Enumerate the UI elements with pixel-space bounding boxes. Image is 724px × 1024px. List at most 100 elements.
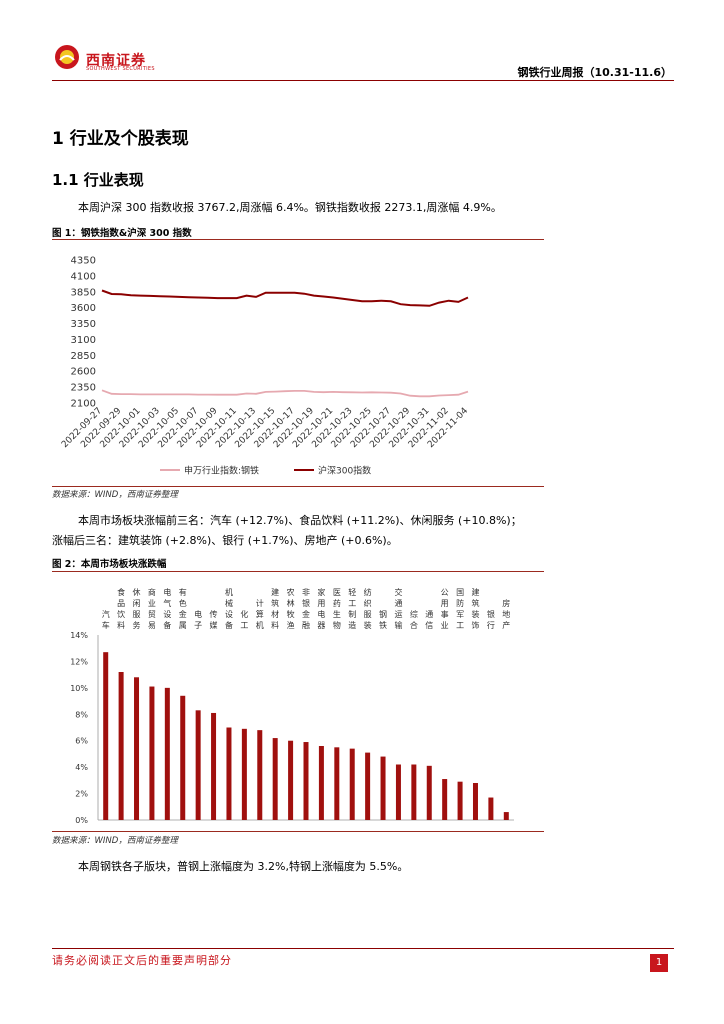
company-logo-icon	[55, 45, 79, 69]
index-line-chart: 2100 2350 2600 2850 3100 3350 3600 3850 4100 4350…	[60, 256, 470, 477]
bar	[241, 728, 247, 820]
y-tick-label: 2350	[71, 383, 96, 394]
category-label: 休闲服务	[133, 587, 141, 630]
bar	[395, 764, 401, 820]
bar	[164, 687, 170, 820]
y-tick-label: 3850	[71, 287, 96, 298]
bar	[457, 781, 463, 820]
bar	[303, 742, 309, 820]
category-label: 电子	[194, 609, 202, 630]
category-label: 计算机	[256, 598, 264, 630]
steel-index-line	[101, 389, 469, 398]
category-label: 传媒	[210, 609, 218, 630]
report-title: 钢铁行业周报（10.31-11.6）	[517, 66, 673, 79]
legend-label-steel: 申万行业指数:钢铁	[184, 465, 259, 477]
y-tick-label: 2850	[71, 351, 96, 362]
y-tick-label: 12%	[70, 657, 88, 666]
bar	[226, 727, 232, 820]
category-label: 农林牧渔	[287, 587, 295, 630]
y-tick-label: 2600	[71, 367, 96, 378]
category-label: 公用事业	[441, 588, 449, 630]
figure-1-title: 图 1：钢铁指数&沪深 300 指数	[52, 228, 192, 239]
category-label: 食品饮料	[117, 587, 125, 630]
bar	[195, 710, 201, 820]
bar	[472, 783, 478, 820]
category-label: 家用电器	[317, 587, 325, 630]
category-label: 轻工制造	[348, 587, 356, 630]
bar	[134, 677, 140, 820]
brand-name-cn: 西南证券	[86, 53, 146, 69]
figure-2-top-rule	[52, 571, 544, 572]
section-heading: 1 行业及个股表现	[52, 129, 189, 149]
paragraph-sector-top: 本周市场板块涨幅前三名：汽车 (+12.7%)、食品饮料 (+11.2%)、休闲…	[78, 514, 522, 527]
figure-2-bottom-rule	[52, 831, 544, 832]
y-tick-label: 0%	[75, 816, 88, 825]
hs300-index-line	[101, 289, 469, 307]
header-divider	[52, 80, 674, 81]
footer-divider	[52, 948, 674, 949]
bar	[318, 746, 324, 820]
bar	[149, 686, 155, 820]
bar	[426, 765, 432, 820]
bar	[334, 747, 340, 820]
category-label: 交通运输	[394, 587, 402, 630]
figure-1-source: 数据来源：WIND，西南证券整理	[52, 490, 178, 500]
y-tick-label: 8%	[75, 710, 88, 719]
category-label: 银行	[487, 609, 495, 630]
legend-label-hs300: 沪深300指数	[318, 465, 371, 477]
category-label: 化工	[240, 609, 248, 630]
category-label: 国防军工	[456, 588, 464, 630]
category-label: 综合	[410, 609, 418, 630]
y-tick-label: 10%	[70, 684, 88, 693]
bar	[380, 756, 386, 820]
bar	[257, 730, 263, 820]
category-label: 汽车	[102, 609, 110, 630]
category-label: 建筑装饰	[471, 587, 479, 630]
bar	[272, 738, 278, 820]
category-label: 商业贸易	[148, 587, 156, 630]
sector-bar-chart: 0% 2% 4% 6% 8% 10% 12% 14% 汽车食品饮料休闲服务商业贸易电气设备有色金…	[70, 587, 514, 825]
bar	[103, 652, 109, 820]
subsection-heading: 1.1 行业表现	[52, 171, 144, 189]
category-label: 医药生物	[333, 588, 341, 630]
bar	[180, 695, 186, 820]
y-tick-label: 3600	[71, 303, 96, 314]
y-tick-label: 2100	[71, 399, 96, 410]
y-tick-label: 2%	[75, 790, 88, 799]
paragraph-index-summary: 本周沪深 300 指数收报 3767.2,周涨幅 6.4%。钢铁指数收报 227…	[78, 201, 502, 214]
category-label: 纺织服装	[364, 587, 372, 630]
page-number: 1	[650, 954, 668, 972]
y-tick-label: 3350	[71, 319, 96, 330]
category-label: 房地产	[502, 598, 510, 630]
bar	[288, 740, 294, 820]
category-label: 钢铁	[379, 609, 387, 630]
category-label: 建筑材料	[271, 587, 279, 630]
y-tick-label: 4350	[71, 256, 96, 267]
category-label: 有色金属	[179, 587, 187, 630]
bar	[349, 748, 355, 820]
figure-2-title: 图 2：本周市场板块涨跌幅	[52, 559, 167, 570]
bar	[442, 779, 448, 820]
bar	[365, 752, 371, 820]
disclaimer-note: 请务必阅读正文后的重要声明部分	[52, 954, 232, 967]
y-tick-label: 4100	[71, 271, 96, 282]
category-label: 通信	[425, 609, 433, 630]
y-tick-label: 4%	[75, 763, 88, 772]
bar	[411, 764, 417, 820]
brand-name-en: SOUTHWEST SECURITIES	[86, 66, 155, 72]
y-tick-label: 6%	[75, 737, 88, 746]
y-tick-label: 14%	[70, 631, 88, 640]
category-label: 非银金融	[302, 587, 310, 630]
figure-2-source: 数据来源：WIND，西南证券整理	[52, 836, 178, 846]
y-tick-label: 3100	[71, 335, 96, 346]
paragraph-subsector: 本周钢铁各子版块，普钢上涨幅度为 3.2%,特钢上涨幅度为 5.5%。	[78, 860, 409, 873]
figure-1-top-rule	[52, 239, 544, 240]
category-label: 机械设备	[225, 587, 233, 630]
figure-1-bottom-rule	[52, 486, 544, 487]
bar	[118, 672, 124, 820]
bar	[211, 712, 217, 820]
category-label: 电气设备	[163, 587, 171, 630]
paragraph-sector-bottom: 涨幅后三名：建筑装饰 (+2.8%)、银行 (+1.7%)、房地产 (+0.6%…	[52, 534, 398, 547]
bar	[488, 797, 494, 820]
bar	[503, 812, 509, 820]
